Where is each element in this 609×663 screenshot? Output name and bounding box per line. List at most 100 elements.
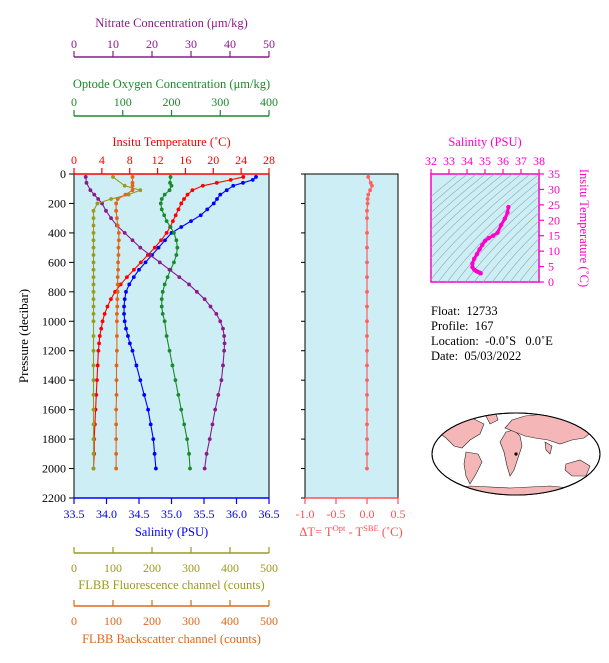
oxygen-series-point [169,183,174,188]
fluorescence-series-point [91,260,96,265]
salinity-series-point [138,378,143,383]
salinity-series-point [205,207,210,212]
backscatter-series-point [116,253,121,257]
backscatter-series-point [115,348,119,353]
salinity-series-point [137,267,141,272]
date-label: Date: [431,349,459,363]
nitrate-series-point [214,312,219,316]
ts-series-point [472,256,477,262]
continent-australia [564,459,591,477]
salinity-series-point [231,183,236,188]
fluorescence-series-point [91,223,96,228]
nitrate-series-point [204,451,209,456]
salinity-series-point [151,437,156,441]
ts-plot-background [430,173,540,283]
temperature-series-point [185,192,190,197]
oxygen-series-point [167,188,172,193]
oxygen-series-point [173,378,178,383]
oxygen-series-point [176,393,181,397]
ts-density-contour [482,220,539,282]
ts-density-contours [431,174,539,282]
nitrate-series-point [157,260,162,265]
location-row: Location: -0.0˚S 0.0˚E [431,334,553,349]
ts-temperature-tick-label: 5 [548,260,554,274]
fluorescence-series-point [91,289,96,294]
nitrate-series-point [187,282,191,287]
pressure-tick-label: 600 [48,255,66,269]
ts-salinity-tick-label: 33 [443,154,455,168]
salinity-series-point [127,341,132,346]
salinity-series-point [218,192,223,197]
nitrate-series-point [148,253,152,257]
salinity-series-point [179,225,184,229]
oxygen-series-point [168,175,173,179]
oxygen-series-point [187,451,191,456]
salinity-series-point [130,348,135,353]
temperature-series-point [99,326,104,331]
backscatter-series-point [114,393,119,397]
salinity-series-point [134,363,139,368]
dt-series-point [365,260,369,265]
dt-series-point [365,245,369,250]
salinity-series-point [122,312,126,316]
ts-series-point [502,216,507,221]
main-plot-series [83,175,258,471]
ts-series-point [499,222,504,228]
backscatter-series-point [115,197,120,201]
ts-temperature-tick-label: 30 [548,182,560,196]
backscatter-series-point [130,175,135,179]
continent-africa [499,429,523,477]
fluorescence-series-point [91,238,96,243]
pressure-tick-label: 1000 [42,314,66,328]
float-info-block: Float: 12733 Profile: 167 Location: -0.0… [431,304,553,364]
ts-density-contour [527,267,539,282]
temperature-series-point [182,197,186,201]
salinity-axis-title: Salinity (PSU) [135,525,208,539]
backscatter-tick-label: 0 [71,614,77,628]
oxygen-tick-label: 100 [114,95,132,109]
temperature-series-point [200,183,205,188]
continent-south-america [463,451,483,485]
salinity-series-point [211,201,216,206]
temperature-series-point [95,378,99,383]
dt-tick-label: -1.0 [296,507,315,521]
backscatter-series-point [115,334,119,338]
backscatter-series-point [115,289,120,294]
salinity-series-point [131,275,136,279]
ts-series-point [470,261,475,266]
temperature-series-point [179,201,184,206]
temperature-series-point [97,334,102,338]
fluorescence-series-point [122,183,127,188]
location-label: Location: [431,334,479,348]
temperature-series-point [173,213,178,218]
oxygen-tick-label: 0 [71,95,77,109]
temperature-series-point [125,275,129,279]
ts-density-contour [500,238,539,282]
fluorescence-series-point [91,304,96,309]
ts-density-contour [431,174,468,205]
temperature-series-point [118,282,123,287]
nitrate-series-point [202,466,207,471]
backscatter-series-point [114,466,119,471]
salinity-series-point [122,304,126,309]
temperature-series-point [100,319,105,324]
dt-axis-title: ΔT= TOpt - TSBE (˚C) [299,523,402,539]
nitrate-series-point [219,378,224,383]
temperature-series-point [105,304,110,309]
backscatter-series-point [116,267,120,272]
dt-series-point [370,183,374,188]
pressure-axis-label: Pressure (decibar) [16,289,31,383]
nitrate-series-point [122,231,127,235]
nitrate-series-point [213,407,218,412]
oxygen-series-point [188,466,192,471]
backscatter-tick-label: 200 [143,614,161,628]
oxygen-series-point [174,238,179,243]
ts-density-contour [431,174,477,213]
dt-axis-title-part: - T [345,525,363,539]
dt-series-point [365,197,370,201]
nitrate-series-point [88,188,93,193]
oxygen-series-point [172,231,176,235]
oxygen-series-point [175,245,180,250]
world-map [431,412,601,496]
